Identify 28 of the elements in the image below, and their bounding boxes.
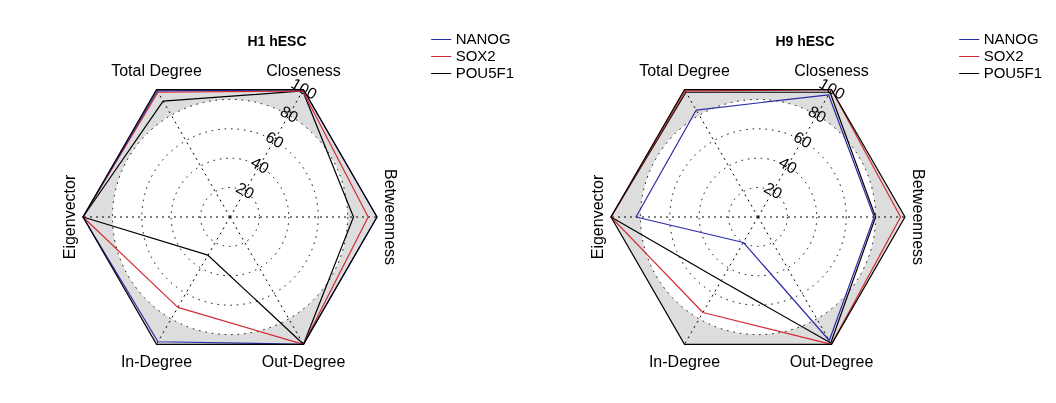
spoke-label: Closeness bbox=[794, 62, 869, 80]
legend-label: SOX2 bbox=[455, 46, 496, 64]
spoke-label: In-Degree bbox=[120, 352, 193, 370]
y-tick-label: 40 bbox=[776, 153, 800, 177]
y-tick-label: 20 bbox=[233, 178, 258, 203]
spoke-label: Total Degree bbox=[639, 62, 730, 80]
legend-label: NANOG bbox=[983, 29, 1039, 47]
spoke-label: In-Degree bbox=[648, 352, 721, 370]
spoke-label: Betweenness bbox=[909, 168, 927, 266]
chart-title: H9 hESC bbox=[775, 33, 835, 50]
y-tick-label: 20 bbox=[761, 178, 786, 203]
legend-label: POU5F1 bbox=[983, 63, 1043, 81]
legend-label: POU5F1 bbox=[455, 63, 515, 81]
y-tick-label: 60 bbox=[790, 127, 815, 152]
spoke-label: Total Degree bbox=[111, 62, 202, 80]
chart-title: H1 hESC bbox=[247, 33, 307, 50]
y-tick-label: 80 bbox=[805, 102, 830, 127]
legend-label: SOX2 bbox=[983, 46, 1024, 64]
y-tick-label: 80 bbox=[277, 102, 302, 127]
legend-label: NANOG bbox=[455, 29, 511, 47]
spoke-label: Eigenvector bbox=[589, 174, 607, 260]
y-tick-label: 60 bbox=[262, 127, 287, 152]
spoke-label: Out-Degree bbox=[261, 352, 346, 370]
spoke-label: Out-Degree bbox=[789, 352, 874, 370]
y-tick-label: 40 bbox=[248, 153, 272, 177]
spoke-label: Betweenness bbox=[381, 168, 399, 266]
spoke-label: Closeness bbox=[266, 62, 341, 80]
spoke-label: Eigenvector bbox=[61, 174, 79, 260]
